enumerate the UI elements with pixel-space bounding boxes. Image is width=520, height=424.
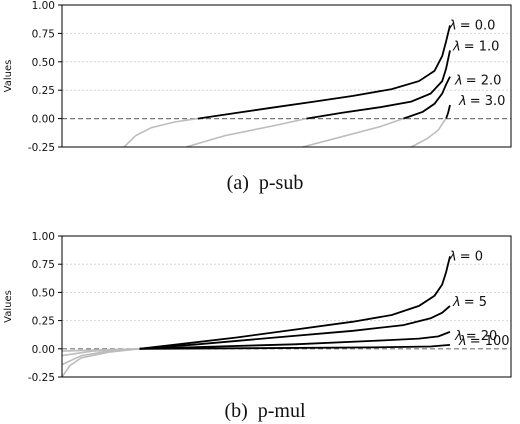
lambda-value: = 20: [466, 329, 498, 344]
lambda-value: = 5: [464, 295, 487, 310]
series-line: [403, 76, 451, 120]
y-tick-label: 0.75: [32, 28, 55, 40]
series-label: λ = 2.0: [454, 74, 501, 89]
lambda-value: = 1.0: [464, 39, 500, 54]
y-axis-label: Values: [3, 60, 14, 93]
lambda-value: = 2.0: [466, 74, 502, 89]
lambda-value: = 0: [460, 249, 483, 264]
y-tick-label: -0.25: [28, 372, 55, 384]
series-line: [139, 305, 451, 350]
lambda-symbol: λ: [452, 39, 461, 54]
lambda-symbol: λ: [458, 94, 467, 109]
series-label: λ = 0: [448, 249, 483, 264]
lambda-value: = 100: [470, 334, 510, 349]
series-line-negative: [302, 117, 404, 148]
lambda-value: = 0.0: [460, 18, 496, 33]
axes-frame: [61, 4, 512, 148]
series-label: λ = 20: [454, 329, 497, 344]
y-tick-label: 0.25: [32, 316, 55, 328]
series-label: λ = 5: [452, 295, 487, 310]
y-tick-label: 0.50: [32, 287, 55, 299]
y-tick-label: -0.25: [28, 142, 55, 154]
lambda-symbol: λ: [454, 329, 463, 344]
y-tick-label: 0.50: [32, 57, 55, 69]
series-line: [306, 50, 451, 120]
lambda-symbol: λ: [452, 295, 461, 310]
series-line-negative: [61, 348, 140, 352]
panel-caption: (a) p-sub: [227, 172, 304, 194]
panel-caption: (b) p-mul: [224, 400, 306, 422]
series-line-negative: [410, 118, 447, 148]
y-tick-label: 0.75: [32, 259, 55, 271]
series-line: [139, 344, 451, 350]
panel-p-sub: λ = 0.0λ = 1.0λ = 2.0λ = 3.01.000.750.500.25…: [3, 0, 512, 194]
series-label: λ = 0.0: [448, 18, 495, 33]
series-label: λ = 1.0: [452, 39, 499, 54]
y-tick-label: 0.00: [32, 344, 55, 356]
lambda-symbol: λ: [458, 334, 467, 349]
lambda-symbol: λ: [454, 74, 463, 89]
series-label: λ = 3.0: [458, 94, 505, 109]
axes-frame: [61, 235, 512, 378]
series-label: λ = 100: [458, 334, 510, 349]
lambda-value: = 3.0: [470, 94, 506, 109]
y-tick-label: 0.00: [32, 114, 55, 126]
y-tick-label: 1.00: [32, 231, 55, 243]
y-axis-label: Values: [3, 290, 14, 323]
lambda-symbol: λ: [448, 18, 457, 33]
series-line: [445, 104, 451, 119]
y-tick-label: 1.00: [32, 0, 55, 12]
lambda-symbol: λ: [448, 249, 457, 264]
series-line: [139, 331, 451, 350]
series-line-negative: [185, 117, 307, 148]
panel-p-mul: λ = 0λ = 5λ = 20λ = 1001.000.750.500.250.00-…: [3, 231, 512, 422]
y-tick-label: 0.25: [32, 85, 55, 97]
series-line: [197, 25, 451, 120]
series-line-negative: [123, 117, 198, 148]
series-line: [139, 256, 451, 350]
